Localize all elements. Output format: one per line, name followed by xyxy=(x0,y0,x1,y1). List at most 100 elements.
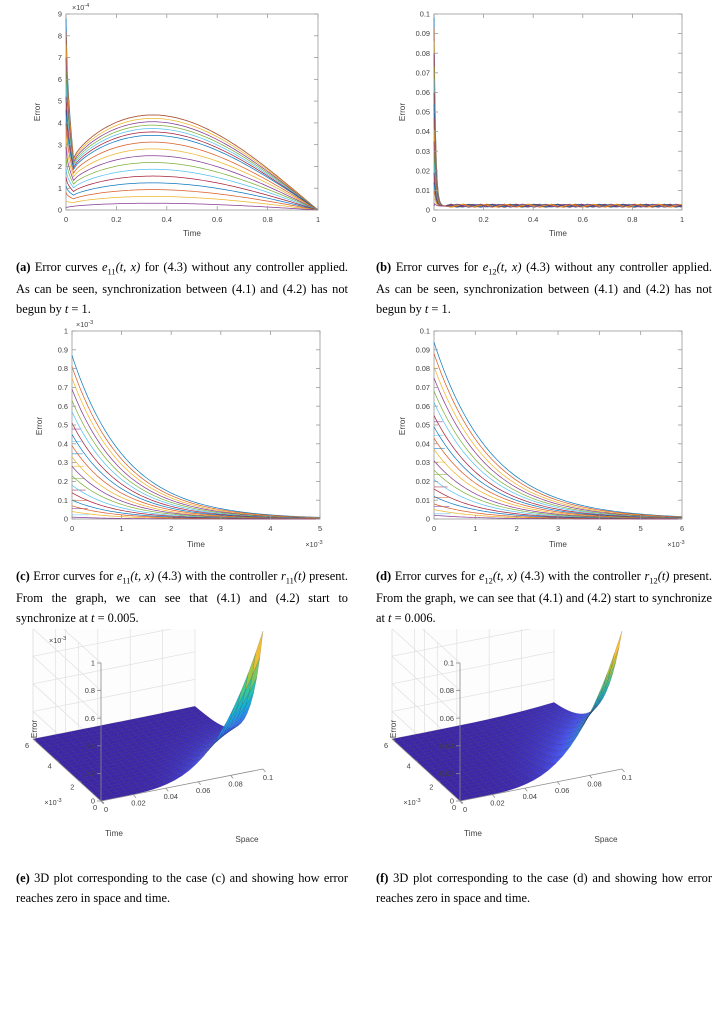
panel-a-plot: 0 0.2 0.4 0.6 0.8 1 0 1 2 3 4 5 6 7 8 9 ×10-4 Time Erro… xyxy=(0,0,358,250)
panel-f-plot: 0 0.02 0.04 0.06 0.08 0.1 0 0.02 0.04 0.06 0.08 0.1… xyxy=(358,628,718,861)
svg-text:4: 4 xyxy=(268,524,272,533)
caption-d-math-2-sub: 12 xyxy=(649,576,658,586)
chart-e-ylabel: Time xyxy=(105,829,123,838)
svg-text:9: 9 xyxy=(58,10,62,19)
caption-a-text-2: for (4.3) without any controller applied… xyxy=(16,260,349,317)
caption-b-math-1-sub: 12 xyxy=(488,267,497,277)
caption-d-math-1: e xyxy=(478,569,485,584)
caption-a-text-3: = 1. xyxy=(68,302,91,317)
svg-text:4: 4 xyxy=(597,524,601,533)
svg-text:0.07: 0.07 xyxy=(416,68,430,77)
caption-b-math-2: t xyxy=(424,302,429,317)
svg-text:0.06: 0.06 xyxy=(196,785,210,794)
caption-c-label: (c) xyxy=(16,569,30,584)
chart-e-zlabel: Error xyxy=(30,719,39,737)
svg-text:1: 1 xyxy=(316,215,320,224)
caption-b-text-2: (4.3) without any controller applied. As… xyxy=(376,260,713,317)
svg-text:0.02: 0.02 xyxy=(416,166,430,175)
caption-a-math-1-sub: 11 xyxy=(107,267,116,277)
chart-f-surface: 0 0.02 0.04 0.06 0.08 0.1 0 0.02 0.04 0.06 0.08 0.1… xyxy=(384,628,632,814)
chart-e-svg: 0 0.2 0.4 0.6 0.8 1 0 0.02 0.04 0.06 0.08 0.1 6 4 2 0 ×… xyxy=(25,628,273,844)
svg-text:6: 6 xyxy=(58,75,62,84)
svg-text:0: 0 xyxy=(432,524,436,533)
chart-a-curves xyxy=(65,18,319,211)
caption-b-math-1-rest: (t, x) xyxy=(496,260,522,274)
svg-text:0.6: 0.6 xyxy=(85,713,95,722)
svg-text:0: 0 xyxy=(463,805,467,814)
svg-text:1: 1 xyxy=(680,215,684,224)
svg-text:3: 3 xyxy=(58,140,62,149)
svg-text:0.05: 0.05 xyxy=(416,108,430,117)
caption-f: (f) 3D plot corresponding to the case (d… xyxy=(358,861,718,908)
chart-c-axes xyxy=(71,330,321,520)
caption-b-label: (b) xyxy=(376,260,392,274)
svg-text:0.02: 0.02 xyxy=(490,798,504,807)
caption-d-math-1-rest: (t, x) xyxy=(492,569,517,584)
svg-text:2: 2 xyxy=(58,162,62,171)
svg-text:4: 4 xyxy=(407,761,411,770)
svg-text:0.04: 0.04 xyxy=(416,440,430,449)
panel-c: 0 1 2 3 4 5 0 0.1 0.2 0.3 0.4 0.5 0.6 0.7 0.8 0.9 1 ×10-… xyxy=(0,319,358,628)
svg-text:0.08: 0.08 xyxy=(416,364,430,373)
svg-text:0.06: 0.06 xyxy=(440,713,454,722)
svg-text:0: 0 xyxy=(426,206,430,215)
panel-b: 0 0.2 0.4 0.6 0.8 1 0 0.01 0.02 0.03 0.04 0.05 0.06 0… xyxy=(358,0,718,319)
chart-a-ticks: 0 0.2 0.4 0.6 0.8 1 0 1 2 3 4 5 6 7 8 9 xyxy=(58,10,320,224)
svg-text:0.4: 0.4 xyxy=(528,215,538,224)
svg-text:5: 5 xyxy=(58,97,62,106)
chart-f-xlabel: Space xyxy=(594,835,618,844)
caption-c-text-1: Error curves for xyxy=(33,569,117,584)
chart-a-svg: 0 0.2 0.4 0.6 0.8 1 0 1 2 3 4 5 6 7 8 9 ×10-4 Time Erro… xyxy=(33,3,320,238)
svg-text:2: 2 xyxy=(70,782,74,791)
svg-text:4: 4 xyxy=(58,118,62,127)
svg-text:0: 0 xyxy=(104,805,108,814)
svg-text:0: 0 xyxy=(64,515,68,524)
caption-c-math-2: r xyxy=(280,569,286,584)
caption-c-text-4: = 0.005. xyxy=(94,611,139,626)
svg-text:0: 0 xyxy=(450,796,454,805)
svg-text:2: 2 xyxy=(169,524,173,533)
caption-e-label: (e) xyxy=(16,870,30,885)
caption-f-label: (f) xyxy=(376,870,389,885)
chart-e-xlabel: Space xyxy=(235,835,259,844)
chart-c-y-exponent: ×10-3 xyxy=(76,320,93,329)
svg-text:0.9: 0.9 xyxy=(58,346,68,355)
chart-e-surface: 0 0.2 0.4 0.6 0.8 1 0 0.02 0.04 0.06 0.08 0.1 6 4 2 0 xyxy=(25,628,273,814)
svg-text:0.08: 0.08 xyxy=(440,686,454,695)
panel-a: 0 0.2 0.4 0.6 0.8 1 0 1 2 3 4 5 6 7 8 9 ×10-4 Time Erro… xyxy=(0,0,358,319)
svg-text:0.6: 0.6 xyxy=(578,215,588,224)
panel-e-plot: 0 0.2 0.4 0.6 0.8 1 0 0.02 0.04 0.06 0.08 0.1 6 4 2 0 ×… xyxy=(0,628,358,861)
svg-text:0.3: 0.3 xyxy=(58,458,68,467)
svg-text:0.02: 0.02 xyxy=(416,477,430,486)
chart-c-curves xyxy=(71,355,321,520)
chart-b-axes xyxy=(433,13,683,211)
svg-text:0.1: 0.1 xyxy=(58,496,68,505)
svg-text:0.4: 0.4 xyxy=(85,741,95,750)
caption-c-math-2-sub: 11 xyxy=(285,576,294,586)
caption-c-math-1: e xyxy=(116,569,123,584)
svg-text:7: 7 xyxy=(58,53,62,62)
caption-c-math-2-rest: (t) xyxy=(293,569,306,584)
svg-text:0.04: 0.04 xyxy=(440,741,454,750)
svg-text:0.7: 0.7 xyxy=(58,383,68,392)
caption-c: (c) Error curves for e11(t, x) (4.3) wit… xyxy=(0,559,358,628)
caption-a-math-1: e xyxy=(102,260,108,274)
caption-d-math-3: t xyxy=(388,611,392,626)
chart-f-svg: 0 0.02 0.04 0.06 0.08 0.1 0 0.02 0.04 0.06 0.08 0.1… xyxy=(384,628,632,844)
svg-text:1: 1 xyxy=(64,327,68,336)
svg-text:0.1: 0.1 xyxy=(420,327,430,336)
chart-c-xlabel: Time xyxy=(187,540,205,549)
panel-b-plot: 0 0.2 0.4 0.6 0.8 1 0 0.01 0.02 0.03 0.04 0.05 0.06 0… xyxy=(358,0,718,250)
caption-b-text-3: = 1. xyxy=(428,302,451,317)
svg-text:2: 2 xyxy=(515,524,519,533)
svg-text:0: 0 xyxy=(64,215,68,224)
chart-a-ylabel: Error xyxy=(33,103,42,121)
svg-text:0.8: 0.8 xyxy=(262,215,272,224)
svg-text:0.03: 0.03 xyxy=(416,458,430,467)
svg-text:3: 3 xyxy=(219,524,223,533)
chart-a-y-exponent: ×10-4 xyxy=(72,3,89,12)
caption-c-math-1-rest: (t, x) xyxy=(130,569,155,584)
caption-c-text-3: present. From the graph, we can see that… xyxy=(16,569,348,626)
svg-text:6: 6 xyxy=(25,741,29,750)
